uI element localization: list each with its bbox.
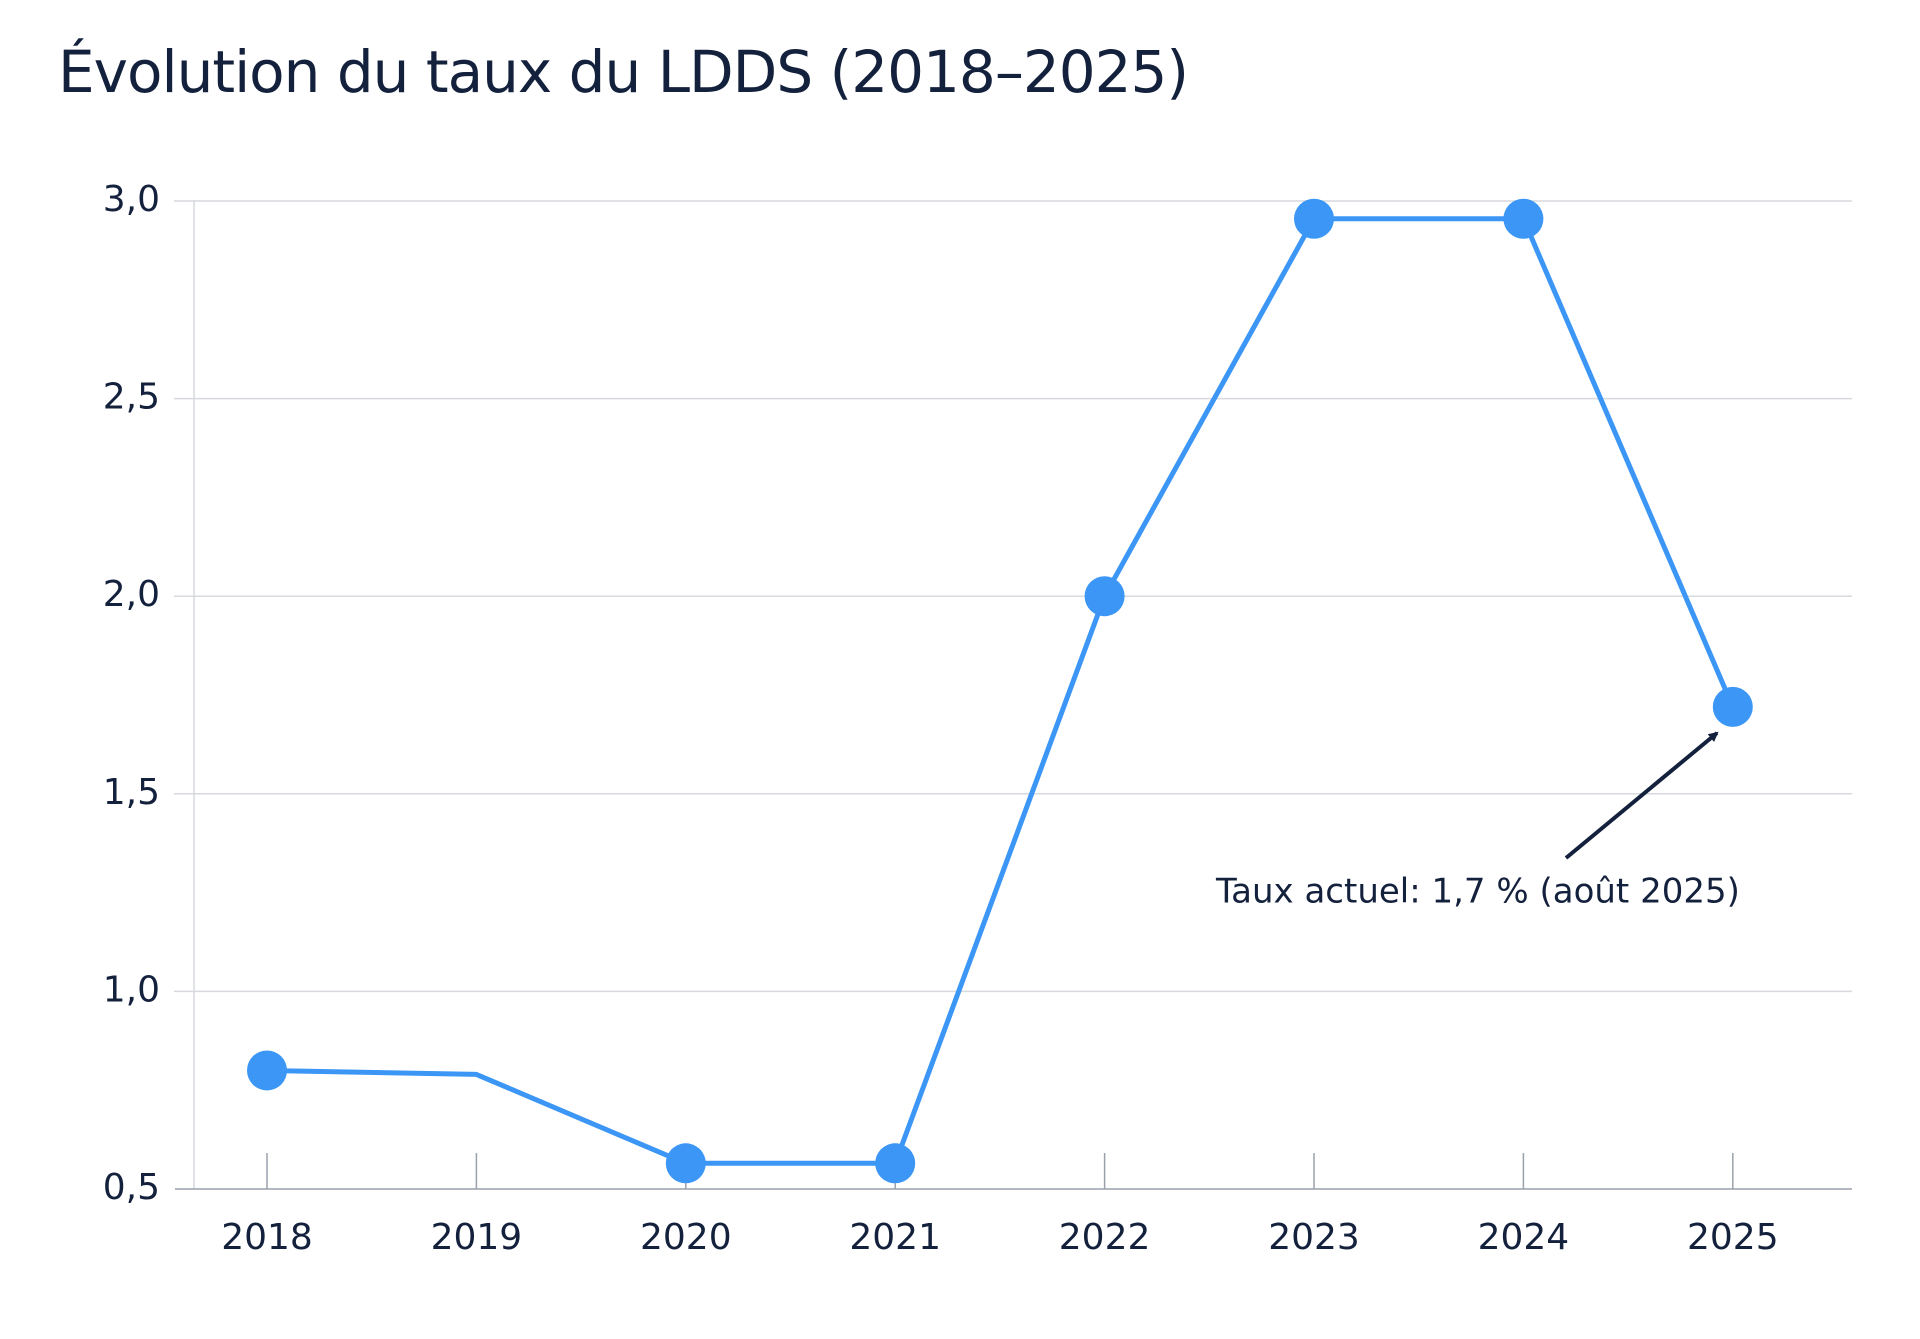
y-tick-label: 1,0 xyxy=(103,969,160,1010)
point xyxy=(1503,198,1544,239)
point xyxy=(1084,576,1125,617)
point xyxy=(1712,686,1753,727)
annotation: Taux actuel: 1,7 % (août 2025) xyxy=(1215,872,1740,912)
point xyxy=(665,1143,706,1184)
x-tick-label: 2020 xyxy=(640,1217,732,1258)
chart-title: Évolution du taux du LDDS (2018–2025) xyxy=(58,37,1188,106)
point xyxy=(1294,198,1334,239)
point xyxy=(875,1143,916,1184)
x-tick-label: 2023 xyxy=(1268,1217,1360,1258)
y-tick-label: 0,5 xyxy=(103,1167,160,1208)
x-tick-label: 2021 xyxy=(849,1217,941,1258)
point xyxy=(247,1050,287,1091)
x-tick-label: 2019 xyxy=(431,1217,523,1258)
y-tick-label: 2,5 xyxy=(103,377,160,418)
x-tick-label: 2025 xyxy=(1687,1217,1779,1258)
y-tick-label: 1,5 xyxy=(103,772,160,813)
line xyxy=(266,216,1736,1166)
y-tick-label: 2,0 xyxy=(103,574,160,615)
x-tick-label: 2018 xyxy=(221,1217,313,1258)
x-tick-label: 2022 xyxy=(1059,1217,1151,1258)
y-tick-label: 3,0 xyxy=(103,179,160,220)
x-tick-label: 2024 xyxy=(1478,1217,1570,1258)
annotation-arrow xyxy=(1564,731,1719,860)
